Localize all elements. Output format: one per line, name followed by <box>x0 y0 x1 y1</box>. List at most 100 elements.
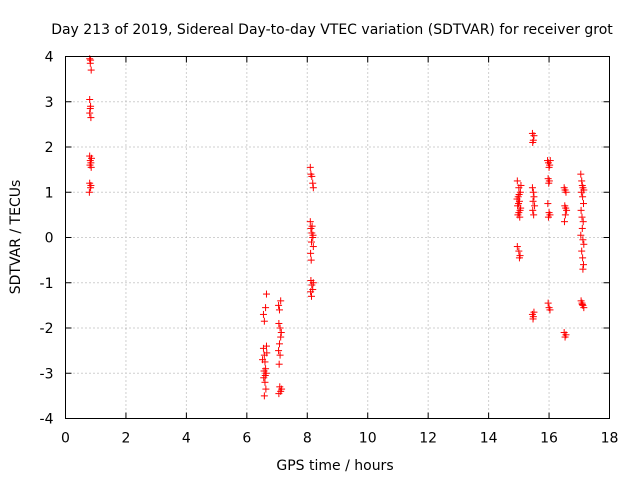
data-point <box>262 385 270 393</box>
data-point <box>580 240 588 248</box>
x-tick-label: 18 <box>601 431 619 447</box>
chart-title: Day 213 of 2019, Sidereal Day-to-day VTE… <box>51 22 613 38</box>
data-point <box>513 195 521 203</box>
data-point <box>528 184 536 192</box>
data-point <box>306 163 314 171</box>
data-point <box>578 247 586 255</box>
data-point <box>563 206 571 214</box>
data-point <box>308 172 316 180</box>
data-point <box>307 249 315 257</box>
x-tick-label: 14 <box>480 431 498 447</box>
data-point <box>278 385 286 393</box>
data-point <box>306 218 314 226</box>
data-point <box>309 179 317 187</box>
data-point <box>578 224 586 232</box>
data-point <box>577 206 585 214</box>
data-point <box>513 177 521 185</box>
data-point <box>275 390 283 398</box>
data-point <box>579 193 587 201</box>
data-point <box>577 170 585 178</box>
data-point <box>87 114 95 122</box>
data-point <box>580 304 588 312</box>
x-tick-label: 6 <box>242 431 251 447</box>
data-point <box>513 243 521 251</box>
data-point <box>260 392 268 400</box>
data-point <box>307 288 315 296</box>
data-points <box>85 55 588 400</box>
data-point <box>275 347 283 355</box>
data-point <box>309 279 317 287</box>
plot-frame <box>65 56 610 419</box>
x-tick-label: 16 <box>540 431 558 447</box>
data-point <box>529 197 537 205</box>
data-point <box>260 317 268 325</box>
y-tick-label: -3 <box>40 366 54 382</box>
data-point <box>261 372 269 380</box>
data-point <box>529 188 537 196</box>
x-tick-label: 8 <box>303 431 312 447</box>
data-point <box>309 231 317 239</box>
data-point <box>275 360 283 368</box>
data-point <box>262 304 270 312</box>
data-point <box>545 179 553 187</box>
y-tick-label: -4 <box>40 412 54 428</box>
data-point <box>578 213 586 221</box>
y-tick-label: 2 <box>45 140 54 156</box>
data-point <box>515 247 523 255</box>
data-point <box>530 132 538 140</box>
x-tick-label: 4 <box>182 431 191 447</box>
data-point <box>87 56 95 64</box>
data-point <box>516 213 524 221</box>
x-tick-label: 12 <box>419 431 437 447</box>
data-point <box>86 109 94 117</box>
data-point <box>275 340 283 348</box>
data-point <box>85 188 93 196</box>
data-point <box>275 301 283 309</box>
data-point <box>577 231 585 239</box>
data-point <box>529 138 537 146</box>
data-point <box>515 254 523 262</box>
data-point <box>515 200 523 208</box>
data-point <box>530 193 538 201</box>
data-point <box>578 177 586 185</box>
x-tick-label: 10 <box>359 431 377 447</box>
data-point <box>309 184 317 192</box>
data-point <box>544 213 552 221</box>
data-point <box>529 315 537 323</box>
data-point <box>544 299 552 307</box>
data-point <box>308 222 316 230</box>
y-tick-labels: -4 -3 -2 -1 0 1 2 3 4 <box>40 50 54 428</box>
data-point <box>259 310 267 318</box>
data-point <box>276 351 284 359</box>
data-point <box>275 306 283 314</box>
y-axis-title: SDTVAR / TECUs <box>8 180 24 295</box>
data-point <box>546 157 554 165</box>
x-tick-labels: 0 2 4 6 8 10 12 14 16 18 <box>61 431 618 447</box>
data-point <box>262 290 270 298</box>
data-point <box>578 300 586 308</box>
data-point <box>307 256 315 264</box>
data-point <box>277 329 285 337</box>
data-point <box>86 105 94 113</box>
data-point <box>560 218 568 226</box>
y-tick-label: 0 <box>45 231 54 247</box>
data-point <box>309 243 317 251</box>
data-point <box>259 356 267 364</box>
data-point <box>275 319 283 327</box>
data-point <box>561 211 569 219</box>
data-point <box>263 349 271 357</box>
data-point <box>261 378 269 386</box>
data-point <box>277 297 285 305</box>
data-point <box>577 188 585 196</box>
data-point <box>529 206 537 214</box>
data-point <box>580 261 588 269</box>
x-tick-label: 0 <box>61 431 70 447</box>
y-tick-label: 3 <box>45 95 54 111</box>
data-point <box>87 181 95 189</box>
data-point <box>308 292 316 300</box>
data-point <box>277 333 285 341</box>
data-point <box>87 163 95 171</box>
data-point <box>579 265 587 273</box>
x-axis-title: GPS time / hours <box>276 458 393 474</box>
data-point <box>531 202 539 210</box>
